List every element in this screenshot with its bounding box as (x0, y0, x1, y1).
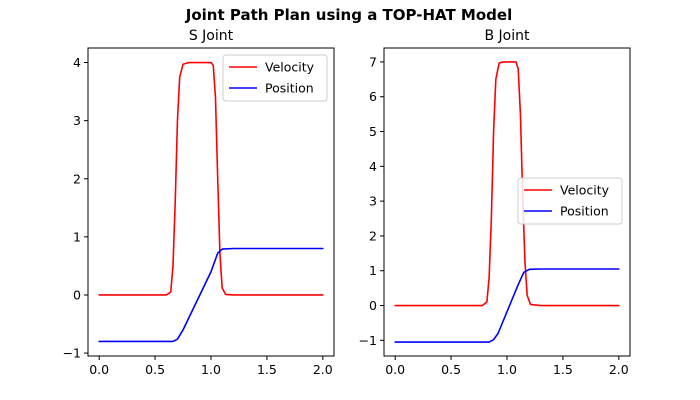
x-tick-label: 2.0 (609, 362, 629, 377)
legend-label-velocity: Velocity (560, 183, 610, 198)
x-tick-label: 0.5 (145, 362, 165, 377)
plot-lines (98, 61, 324, 343)
y-tick-label: 4 (73, 55, 81, 70)
subplot-s-joint: S Joint 0.0 0.5 1.0 1.5 2.0 −1 0 1 2 3 4 Velocity … (63, 28, 335, 377)
series-line-velocity (98, 61, 324, 296)
y-tick-label: 5 (369, 124, 377, 139)
y-tick-label: 0 (369, 298, 377, 313)
x-tick-label: 1.5 (553, 362, 573, 377)
legend: Velocity Position (222, 54, 328, 102)
x-tick-label: 1.0 (497, 362, 517, 377)
y-tick-label: −1 (359, 333, 377, 348)
x-tick-label: 0.5 (441, 362, 461, 377)
figure-suptitle: Joint Path Plan using a TOP-HAT Model (185, 6, 512, 24)
y-tick-label: −1 (63, 346, 81, 361)
y-tick-label: 2 (369, 228, 377, 243)
y-tick-label: 6 (369, 89, 377, 104)
x-tick-label: 0.0 (89, 362, 109, 377)
series-line-position (394, 268, 620, 343)
legend-label-position: Position (265, 81, 314, 96)
plot-lines (394, 61, 620, 343)
x-tick-label: 1.5 (257, 362, 277, 377)
legend-label-position: Position (560, 204, 609, 219)
series-line-velocity (394, 61, 620, 307)
axis-ticks: 0.0 0.5 1.0 1.5 2.0 −1 0 1 2 3 4 5 6 7 (359, 54, 629, 377)
y-tick-label: 7 (369, 54, 377, 69)
axes-frame (87, 47, 335, 357)
axes-frame (383, 47, 631, 357)
y-tick-label: 2 (73, 171, 81, 186)
legend-label-velocity: Velocity (265, 60, 315, 75)
subplot-title: S Joint (189, 28, 234, 44)
y-tick-label: 1 (369, 263, 377, 278)
legend: Velocity Position (517, 177, 623, 225)
axis-ticks: 0.0 0.5 1.0 1.5 2.0 −1 0 1 2 3 4 (63, 55, 333, 377)
y-tick-label: 1 (73, 229, 81, 244)
y-tick-label: 0 (73, 287, 81, 302)
y-tick-label: 4 (369, 159, 377, 174)
y-tick-label: 3 (369, 194, 377, 209)
x-tick-label: 2.0 (313, 362, 333, 377)
x-tick-label: 1.0 (201, 362, 221, 377)
subplot-b-joint: B Joint 0.0 0.5 1.0 1.5 2.0 −1 0 1 2 3 4 5 6 7 Veloci… (359, 28, 631, 377)
subplot-title: B Joint (484, 28, 530, 44)
y-tick-label: 3 (73, 113, 81, 128)
x-tick-label: 0.0 (385, 362, 405, 377)
series-line-position (98, 247, 324, 343)
